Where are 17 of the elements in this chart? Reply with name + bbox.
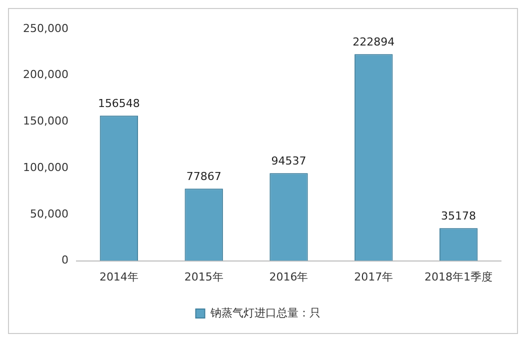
x-tick-label: 2017年 (354, 270, 394, 284)
y-tick-label: 100,000 (22, 160, 68, 174)
x-tick-label: 2014年 (99, 270, 138, 284)
x-tick-label: 2016年 (269, 270, 308, 284)
x-tick-label: 2018年1季度 (424, 270, 493, 284)
data-label: 222894 (352, 35, 395, 48)
legend-label: 钠蒸气灯进口总量：只 (209, 306, 320, 320)
x-tick-label: 2015年 (184, 270, 224, 284)
y-tick-label: 50,000 (30, 207, 68, 220)
data-label: 94537 (271, 154, 306, 168)
y-tick-label: 250,000 (22, 22, 68, 35)
y-tick-label: 150,000 (22, 114, 68, 128)
data-label: 35178 (441, 210, 476, 223)
y-tick-label: 0 (61, 254, 68, 267)
y-tick-label: 200,000 (22, 68, 68, 82)
data-label: 156548 (98, 97, 140, 110)
data-label: 77867 (186, 170, 222, 183)
